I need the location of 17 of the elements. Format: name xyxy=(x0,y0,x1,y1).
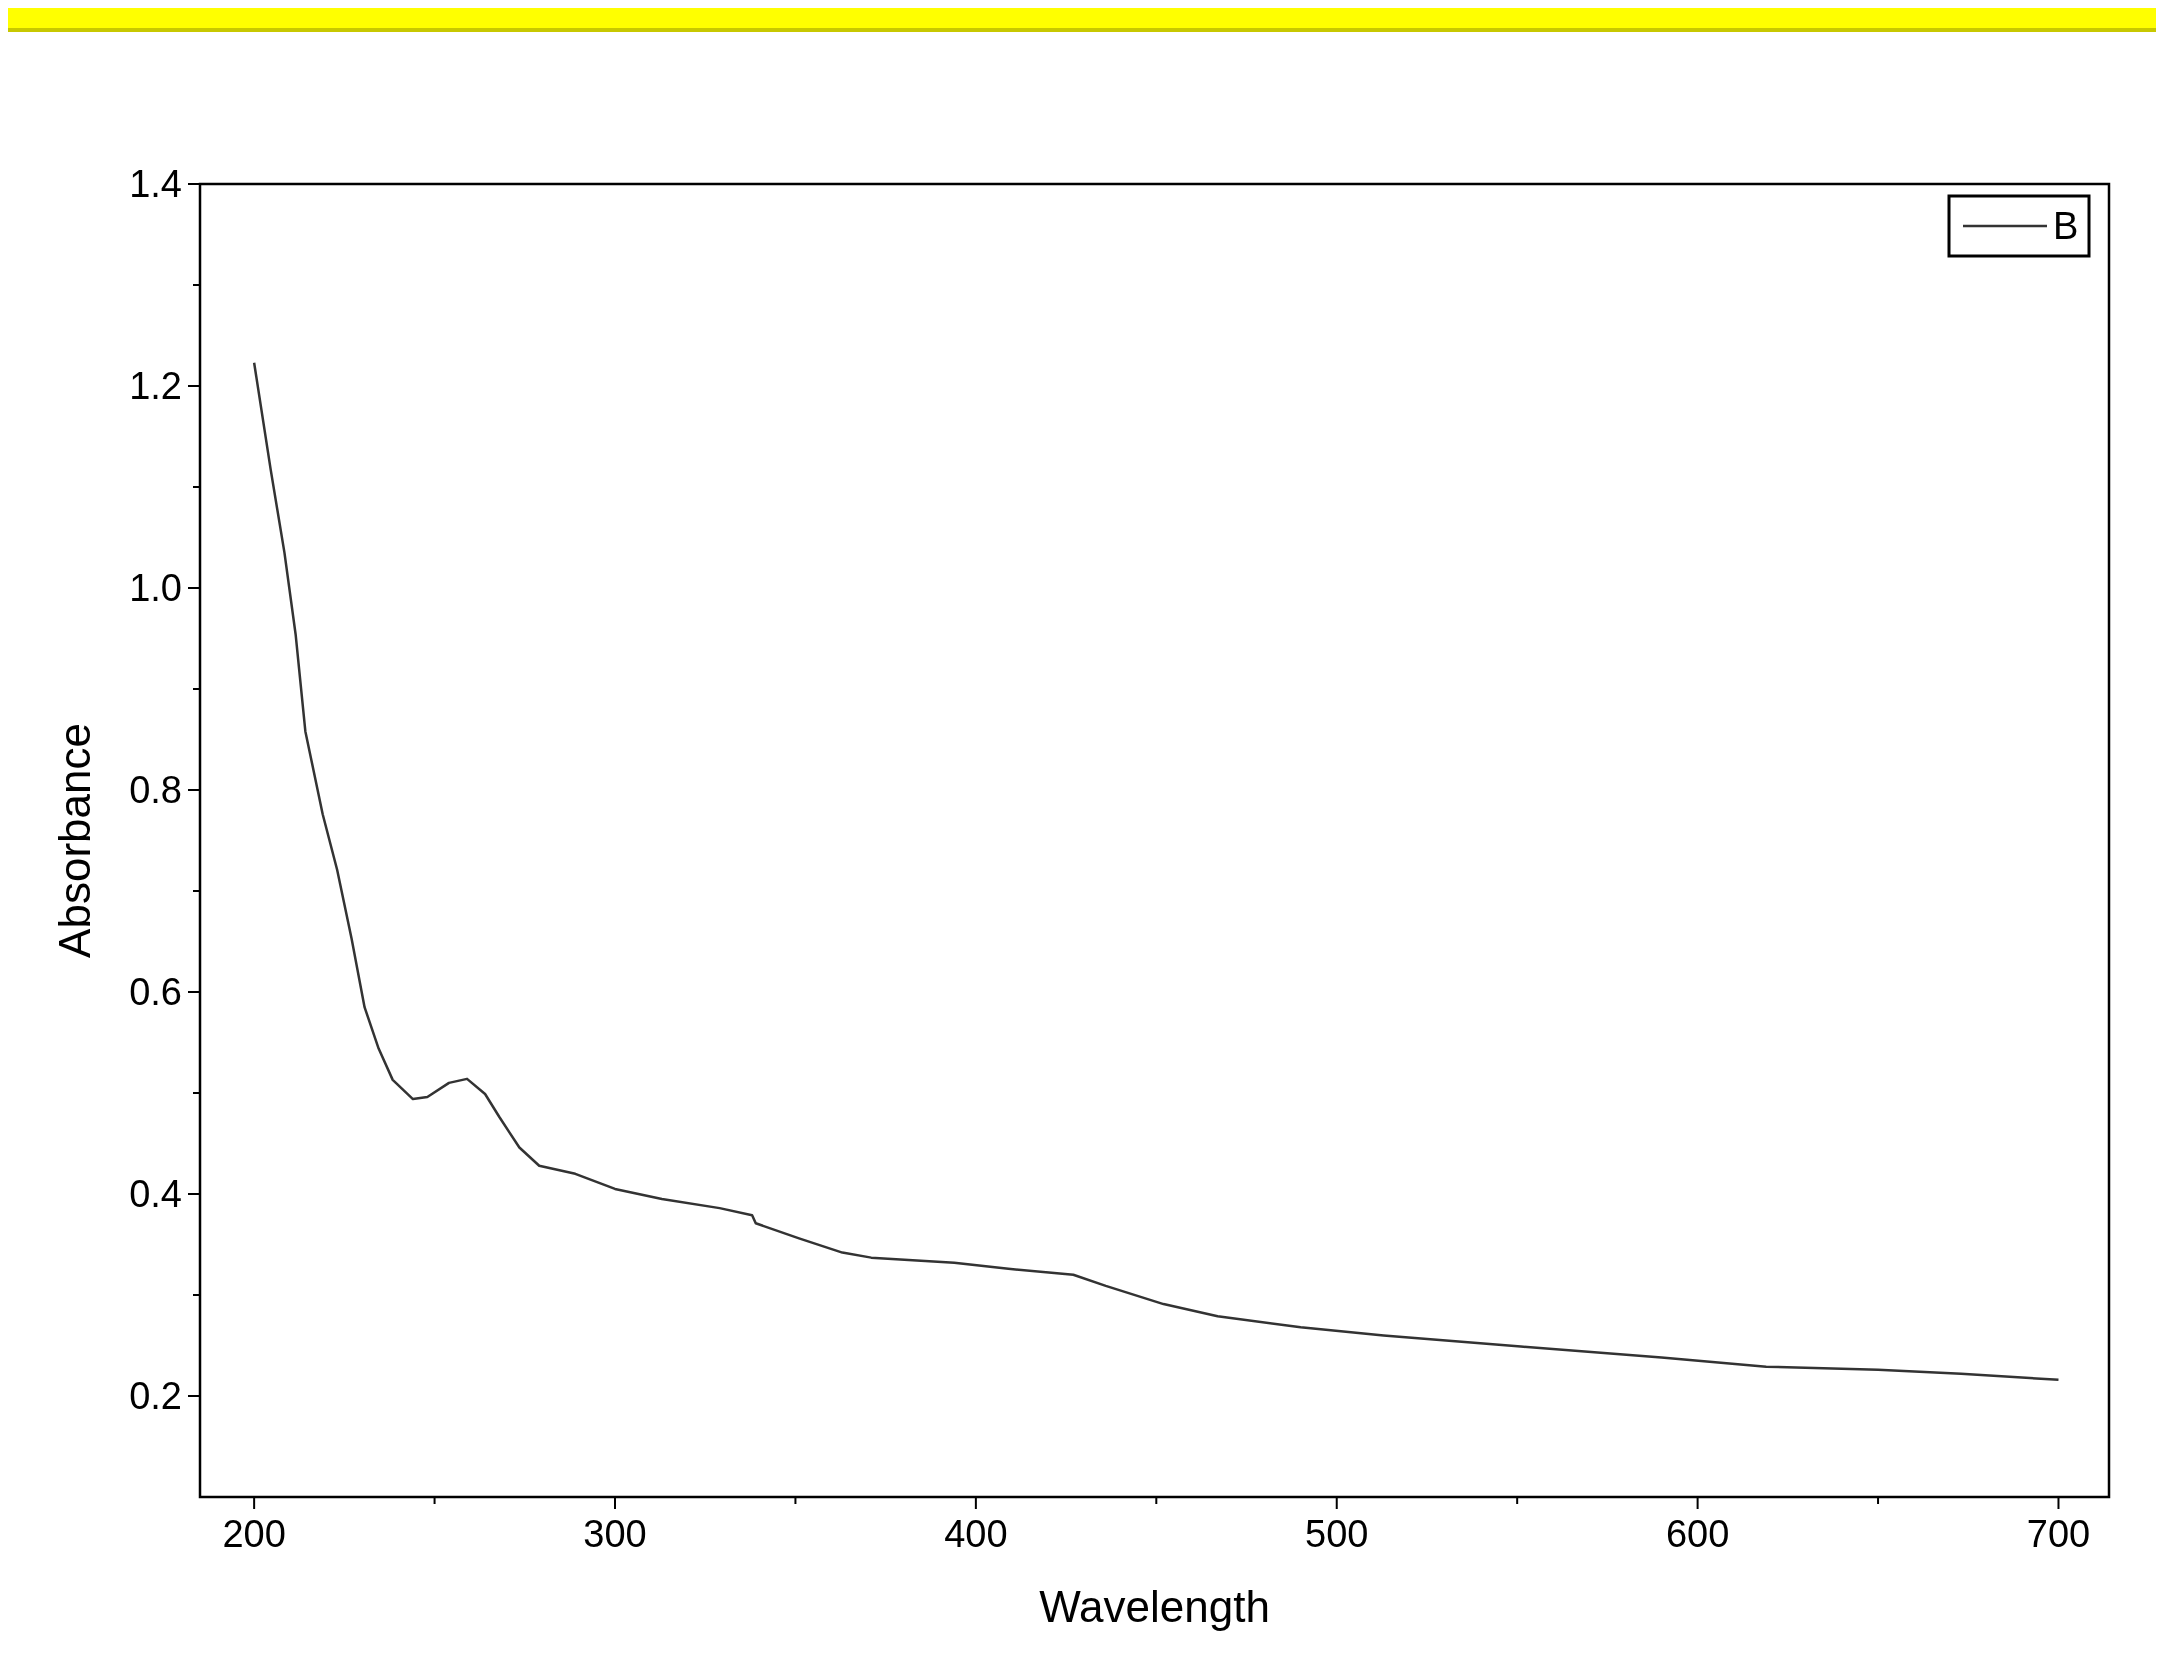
y-axis-title: Absorbance xyxy=(50,723,99,958)
x-tick-label: 300 xyxy=(583,1513,647,1555)
line-series xyxy=(252,361,2060,1382)
y-tick-label: 1.4 xyxy=(129,163,182,205)
y-tick-label: 0.2 xyxy=(129,1375,182,1417)
legend-label: B xyxy=(2053,205,2079,247)
y-tick-label: 0.4 xyxy=(129,1173,182,1215)
x-tick-label: 700 xyxy=(2026,1513,2091,1555)
y-tick-label: 0.8 xyxy=(129,769,182,811)
x-tick-label: 600 xyxy=(1665,1513,1730,1555)
y-tick-label: 1.0 xyxy=(129,567,182,609)
x-tick-label: 400 xyxy=(944,1513,1008,1555)
x-tick-label: 500 xyxy=(1305,1513,1369,1555)
y-tick-label: 0.6 xyxy=(129,971,182,1013)
x-axis-title: Wavelength xyxy=(1039,1582,1270,1631)
y-tick-label: 1.2 xyxy=(129,365,182,407)
x-tick-label: 200 xyxy=(222,1513,286,1555)
